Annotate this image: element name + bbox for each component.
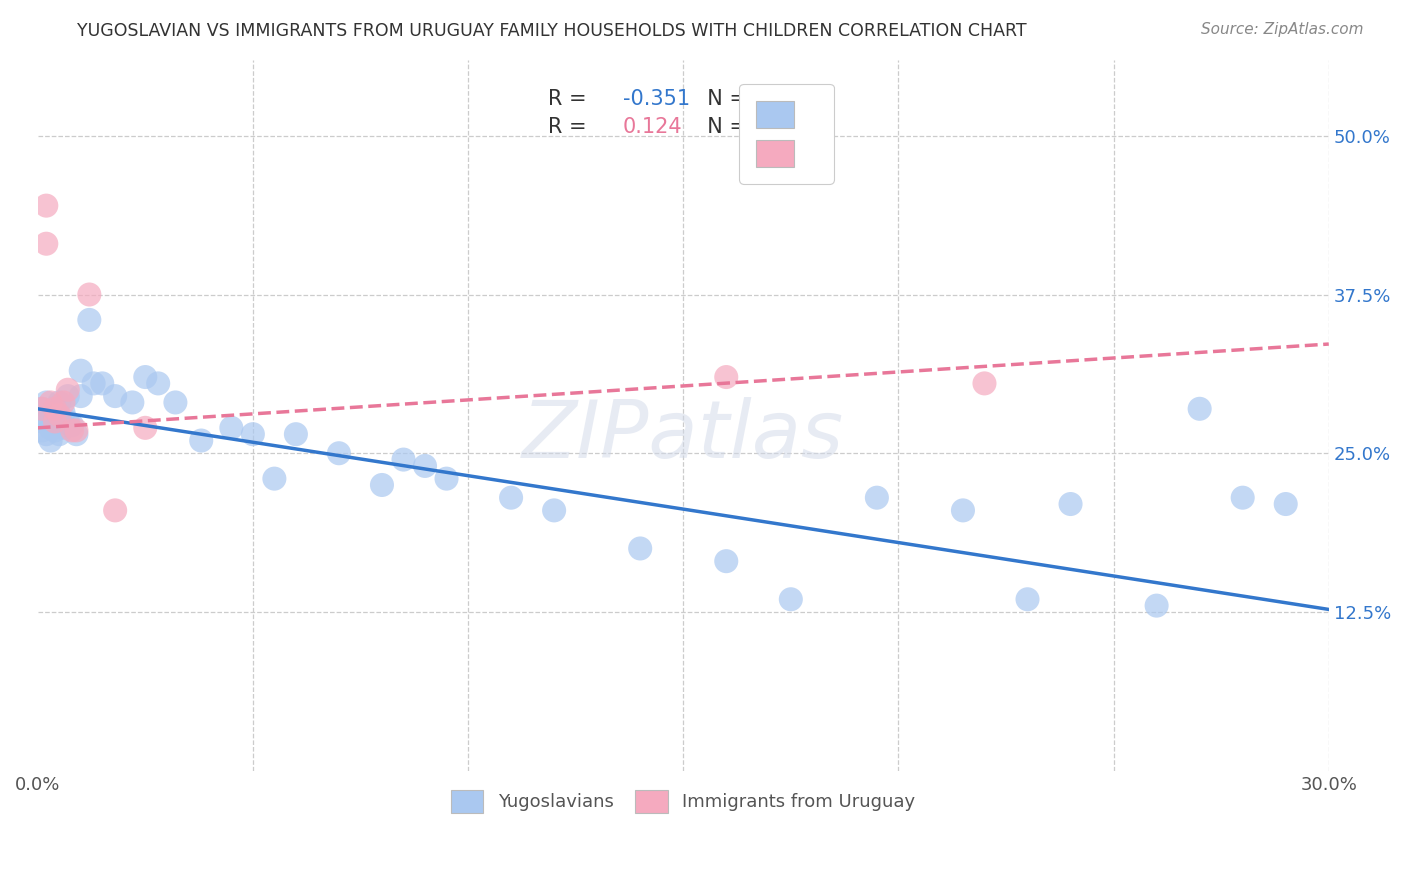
Point [1059, 497, 1081, 511]
Point [436, 472, 458, 486]
Point [48, 427, 70, 442]
Point [501, 491, 523, 505]
Point [39, 421, 62, 435]
Point [48, 408, 70, 422]
Point [134, 370, 156, 384]
Point [35, 199, 58, 213]
Point [1232, 491, 1254, 505]
Point [39, 395, 62, 409]
Point [44, 415, 66, 429]
Point [44, 423, 66, 437]
Point [48, 395, 70, 409]
Point [543, 503, 565, 517]
Point [44, 401, 66, 416]
Point [39, 406, 62, 420]
Point [165, 395, 187, 409]
Point [628, 541, 651, 556]
Point [716, 370, 738, 384]
Text: N =: N = [693, 117, 754, 137]
Text: ZIPatlas: ZIPatlas [522, 398, 844, 475]
Text: R =: R = [548, 117, 599, 137]
Point [52, 395, 75, 409]
Point [56, 389, 79, 403]
Point [35, 410, 58, 425]
Point [104, 503, 127, 517]
Point [83, 376, 105, 391]
Point [371, 478, 394, 492]
Point [52, 421, 75, 435]
Point [1017, 592, 1039, 607]
Point [952, 503, 974, 517]
Text: 16: 16 [752, 117, 779, 137]
Point [190, 434, 212, 448]
Point [392, 452, 415, 467]
Point [69, 364, 91, 378]
Point [65, 427, 87, 442]
Point [121, 395, 143, 409]
Point [35, 236, 58, 251]
Point [44, 415, 66, 429]
Point [31, 415, 53, 429]
Point [60, 418, 83, 433]
Point [328, 446, 350, 460]
Point [35, 427, 58, 442]
Text: YUGOSLAVIAN VS IMMIGRANTS FROM URUGUAY FAMILY HOUSEHOLDS WITH CHILDREN CORRELATI: YUGOSLAVIAN VS IMMIGRANTS FROM URUGUAY F… [77, 22, 1026, 40]
Point [1146, 599, 1168, 613]
Point [60, 423, 83, 437]
Point [866, 491, 889, 505]
Text: N =: N = [693, 88, 754, 109]
Point [1188, 401, 1211, 416]
Legend: Yugoslavians, Immigrants from Uruguay: Yugoslavians, Immigrants from Uruguay [439, 777, 928, 826]
Point [65, 423, 87, 437]
Point [221, 421, 243, 435]
Point [48, 410, 70, 425]
Point [91, 376, 114, 391]
Point [79, 287, 101, 301]
Point [35, 395, 58, 409]
Point [69, 389, 91, 403]
Text: Source: ZipAtlas.com: Source: ZipAtlas.com [1201, 22, 1364, 37]
Point [1274, 497, 1296, 511]
Point [39, 434, 62, 448]
Point [284, 427, 307, 442]
Point [52, 406, 75, 420]
Point [134, 421, 156, 435]
Point [56, 383, 79, 397]
Text: 54: 54 [752, 88, 778, 109]
Point [31, 423, 53, 437]
Text: -0.351: -0.351 [623, 88, 690, 109]
Point [242, 427, 264, 442]
Point [716, 554, 738, 568]
Point [44, 401, 66, 416]
Point [973, 376, 995, 391]
Point [779, 592, 801, 607]
Point [148, 376, 170, 391]
Point [31, 401, 53, 416]
Point [56, 415, 79, 429]
Text: 0.124: 0.124 [623, 117, 682, 137]
Point [104, 389, 127, 403]
Point [79, 313, 101, 327]
Text: R =: R = [548, 88, 593, 109]
Point [31, 401, 53, 416]
Point [263, 472, 285, 486]
Point [413, 458, 436, 473]
